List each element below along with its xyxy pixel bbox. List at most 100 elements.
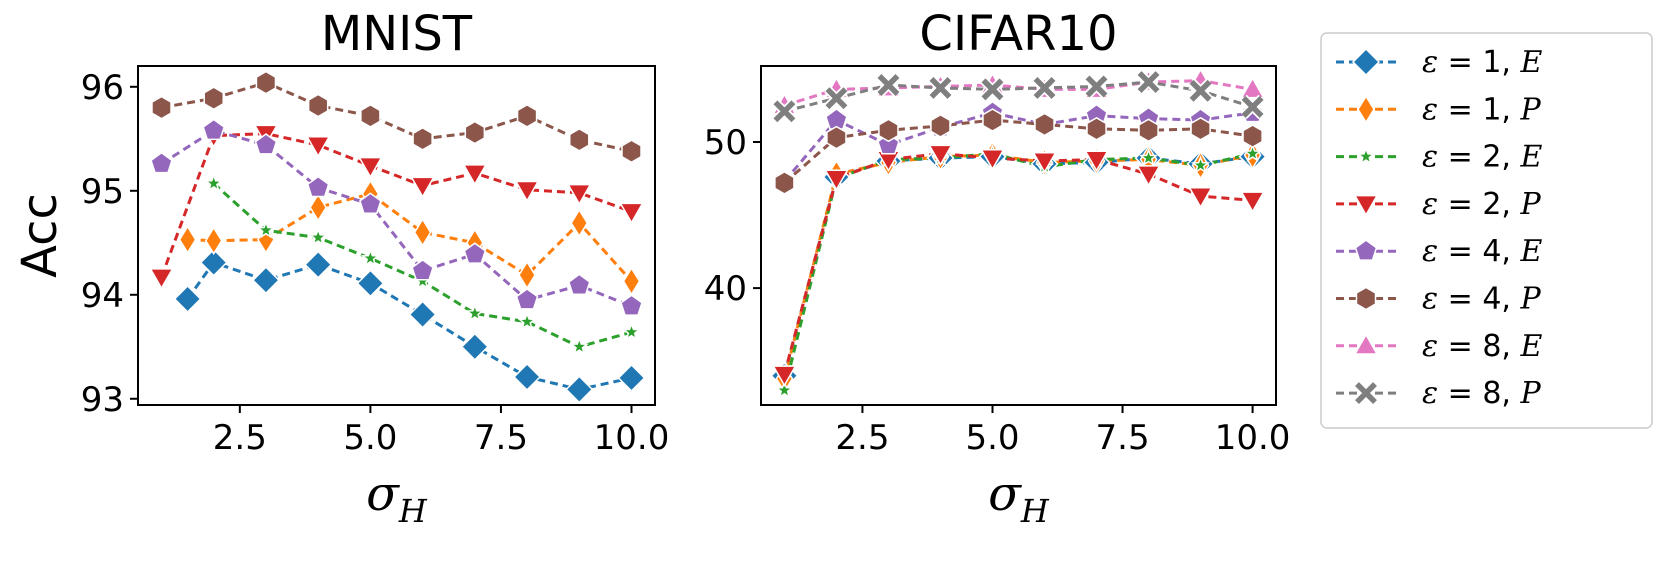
mnist-point-e1E [304, 250, 333, 279]
cifar10-point-e8P [980, 77, 1005, 102]
cifar10-point-e2P [772, 365, 797, 387]
mnist-point-e4E [359, 192, 382, 214]
mnist-ytick-label: 95 [81, 172, 124, 212]
cifar10-point-e8P [928, 75, 953, 101]
cifar10-title: CIFAR10 [919, 6, 1117, 62]
mnist-point-e1E [251, 266, 281, 295]
mnist-point-e4P [516, 104, 538, 128]
cifar10-point-e2E [1190, 155, 1211, 174]
legend-entry-e1P: ε = 1, P [1336, 92, 1541, 127]
mnist-series-group [149, 70, 646, 404]
legend-label-e4E: ε = 4, E [1422, 234, 1542, 269]
mnist-point-e4E [202, 118, 226, 141]
mnist-point-e4E [567, 273, 591, 296]
mnist-point-e4P [255, 70, 277, 95]
mnist-point-e4E [254, 133, 278, 155]
legend-marker-e4E [1354, 239, 1378, 261]
legend-entry-e8P: ε = 8, P [1336, 376, 1541, 411]
mnist-point-e2E [621, 322, 642, 341]
mnist-point-e1E [356, 269, 385, 298]
mnist-point-e2P [462, 164, 488, 186]
cifar10-point-e2P [928, 144, 953, 167]
legend-entry-e1E: ε = 1, E [1336, 45, 1542, 80]
mnist-point-e4E [411, 258, 434, 281]
mnist-point-e4P [203, 86, 224, 111]
mnist-xtick-label: 10.0 [594, 418, 670, 458]
cifar10-point-e2E [1242, 143, 1263, 162]
legend-marker-e1P [1357, 94, 1375, 124]
legend-entry-e8E: ε = 8, E [1336, 329, 1542, 364]
mnist-point-e4P [569, 127, 590, 152]
cifar10-point-e4P [982, 108, 1003, 132]
mnist-point-e1P [413, 217, 432, 247]
mnist-point-e4P [464, 120, 486, 145]
cifar10-point-e2P [1188, 187, 1213, 209]
cifar10-point-e4P [1086, 116, 1107, 141]
cifar10-line-e2E [782, 152, 1253, 391]
cifar10-point-e8P [1136, 69, 1161, 95]
mnist-line-e1P [187, 192, 633, 283]
mnist-axes-frame [137, 65, 656, 406]
mnist-point-e4P [621, 139, 642, 164]
cifar10-point-e2E [1138, 147, 1159, 167]
cifar10-point-e2P [1084, 150, 1109, 173]
legend-marker-e8E [1353, 333, 1379, 355]
cifar10-xtick-label: 10.0 [1215, 418, 1291, 458]
cifar10-panel: CIFAR10 2.5 5.0 7.5 10.0 40 50 σH [704, 6, 1291, 530]
cifar10-point-e4P [1242, 124, 1263, 149]
mnist-point-e2E [569, 336, 589, 355]
mnist-point-e2E [360, 248, 381, 267]
mnist-point-e1P [309, 192, 328, 222]
mnist-xlabel: σH [366, 466, 428, 530]
cifar10-point-e4P [1034, 112, 1055, 137]
mnist-point-e4E [306, 175, 330, 198]
cifar10-series-group [770, 68, 1267, 399]
mnist-line-e4P [161, 81, 632, 153]
mnist-xtick-label: 2.5 [213, 418, 267, 458]
legend-label-e8E: ε = 8, E [1422, 329, 1542, 364]
mnist-point-e4P [307, 93, 329, 118]
mnist-point-e1P [204, 226, 223, 256]
cifar10-point-e2P [1032, 151, 1057, 174]
legend-label-e4P: ε = 4, P [1422, 282, 1541, 317]
cifar10-point-e4P [878, 118, 899, 143]
mnist-point-e2P [358, 156, 383, 179]
mnist-line-e2P [160, 132, 633, 278]
legend-marker-e1E [1351, 47, 1381, 77]
legend: ε = 1, E ε = 1, P ε = 2, E ε = 2, P ε = 4, E… [1320, 32, 1653, 429]
cifar10-point-e8P [1188, 78, 1213, 104]
cifar10-line-e8P [784, 80, 1254, 113]
mnist-point-e4E [515, 288, 539, 310]
cifar10-line-e4P [783, 118, 1253, 185]
cifar10-point-e2P [824, 169, 849, 192]
legend-label-e2E: ε = 2, E [1422, 140, 1542, 175]
legend-label-e1E: ε = 1, E [1422, 45, 1542, 80]
cifar10-line-e1P [782, 153, 1253, 380]
cifar10-point-e2P [1136, 165, 1161, 187]
cifar10-point-e4P [826, 125, 847, 150]
mnist-point-e2P [619, 202, 644, 225]
cifar10-point-e4P [1190, 116, 1211, 141]
mnist-point-e2P [305, 136, 331, 158]
legend-entry-e2P: ε = 2, P [1336, 187, 1541, 222]
mnist-point-e4P [151, 95, 172, 120]
mnist-point-e2E [204, 173, 224, 192]
cifar10-point-e4P [1138, 118, 1159, 143]
legend-label-e1P: ε = 1, P [1422, 92, 1541, 127]
cifar10-line-e2P [782, 152, 1253, 375]
cifar10-point-e8P [876, 72, 901, 98]
mnist-ytick-label: 93 [81, 380, 124, 420]
cifar10-point-e8P [1032, 75, 1057, 101]
mnist-point-e2P [514, 180, 540, 203]
cifar10-point-e8P [1084, 74, 1109, 99]
mnist-point-e1P [518, 260, 536, 290]
legend-marker-e2E [1356, 146, 1376, 165]
cifar10-point-e4P [930, 114, 951, 138]
mnist-point-e4E [150, 151, 173, 174]
legend-entry-e4P: ε = 4, P [1336, 282, 1541, 317]
mnist-point-e2E [308, 227, 328, 246]
cifar10-xtick-label: 7.5 [1096, 418, 1150, 458]
mnist-point-e1E [408, 300, 437, 329]
cifar10-point-e8P [824, 85, 849, 111]
legend-frame [1320, 32, 1653, 429]
